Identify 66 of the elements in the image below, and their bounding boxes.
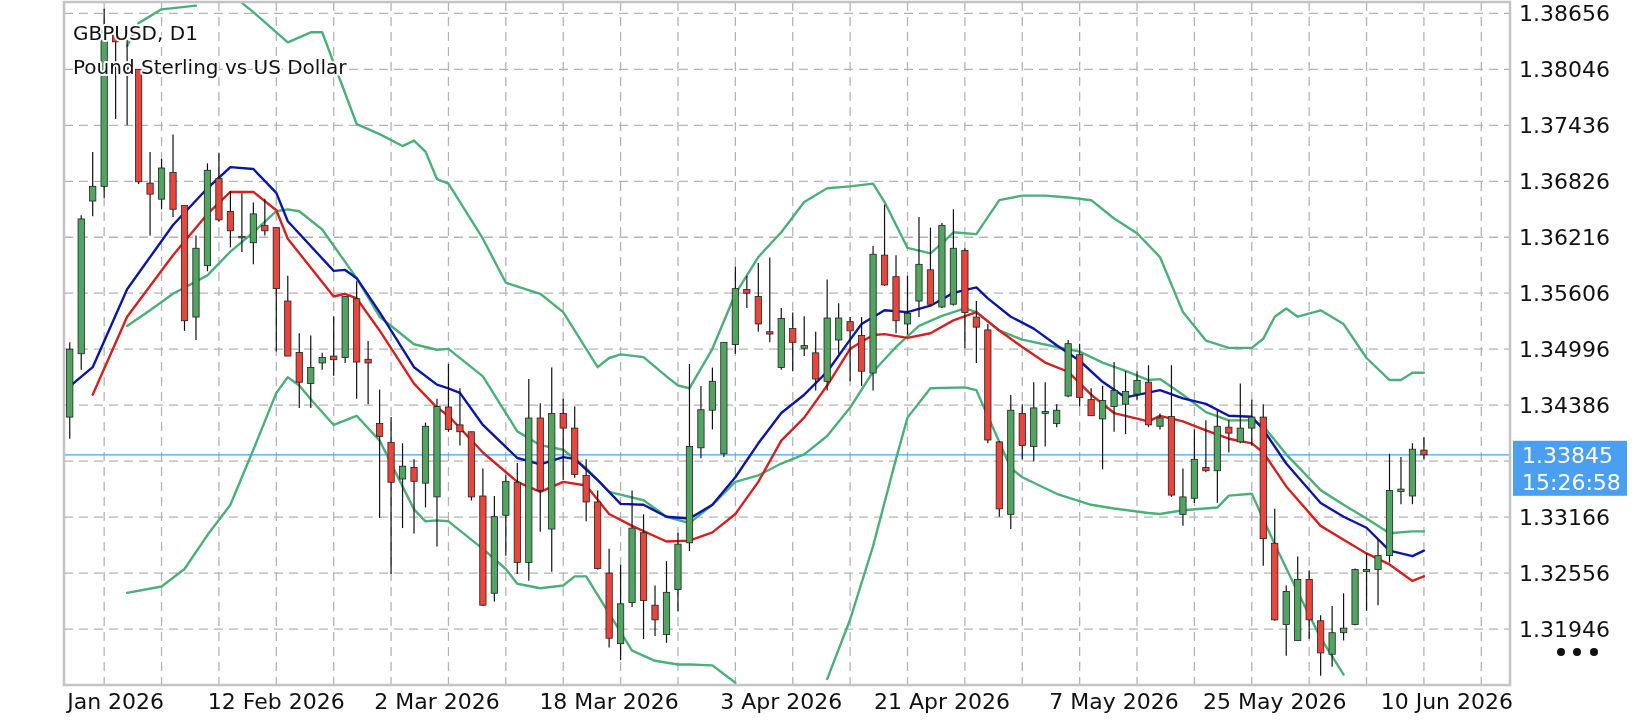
x-tick-label: 18 Mar 2026	[539, 689, 679, 714]
y-tick-label: 1.31946	[1519, 616, 1610, 642]
x-tick-label: 12 Feb 2026	[207, 689, 345, 714]
candlestick	[1179, 467, 1187, 527]
candlestick	[238, 192, 246, 253]
candlestick	[1087, 387, 1095, 417]
candlestick	[444, 363, 453, 433]
y-tick-label: 1.37436	[1519, 113, 1610, 139]
candlestick	[261, 198, 269, 237]
text: 15:26:58	[1522, 469, 1621, 495]
candlestick	[364, 340, 372, 405]
candlestick	[330, 315, 338, 377]
candlestick	[1374, 538, 1382, 606]
candlestick	[376, 388, 384, 519]
candlestick	[1202, 419, 1210, 473]
candlestick	[1362, 552, 1371, 612]
candlestick	[766, 256, 774, 343]
x-tick-label: 25 May 2026	[1203, 689, 1347, 714]
candlestick	[835, 302, 843, 355]
y-tick-label: 1.34996	[1519, 337, 1610, 363]
y-tick-label: 1.36826	[1519, 169, 1610, 195]
candlestick	[651, 584, 659, 637]
candlestick	[226, 190, 234, 248]
candlestick	[146, 151, 154, 237]
candlestick	[1121, 370, 1130, 435]
y-tick-label: 1.38656	[1519, 1, 1610, 27]
y-tick-label: 1.34386	[1519, 393, 1610, 419]
candlestick	[1248, 399, 1256, 447]
candlestick	[1225, 419, 1233, 454]
x-tick-label: 2 Mar 2026	[374, 689, 500, 714]
y-tick-label: 1.36216	[1519, 225, 1610, 251]
candlestick	[1236, 383, 1244, 444]
candlestick	[903, 275, 912, 336]
ref-line-label: 1.33845	[1522, 442, 1613, 468]
y-tick-label: 1.35606	[1519, 281, 1610, 307]
x-tick-label: 7 May 2026	[1049, 689, 1179, 714]
candlestick	[1420, 436, 1428, 460]
y-tick-label: 1.32556	[1519, 560, 1610, 586]
line-series	[125, 208, 1426, 535]
candlestick	[559, 398, 567, 481]
candlestick	[1110, 361, 1118, 433]
candlestick	[1099, 385, 1107, 470]
x-tick-label: Jan 2026	[65, 689, 165, 714]
candlestick	[307, 334, 315, 409]
candlestick	[456, 387, 464, 447]
candlestick	[1053, 403, 1061, 428]
candlestick	[743, 275, 751, 309]
line-series	[125, 376, 737, 684]
candlestick	[410, 458, 418, 535]
y-tick-label: 1.33166	[1519, 505, 1610, 531]
candlestick	[789, 311, 797, 372]
x-tick-label: 21 Apr 2026	[873, 689, 1010, 714]
candlestick	[89, 151, 97, 217]
x-tick-label: 10 Jun 2026	[1380, 689, 1514, 714]
line-series	[825, 386, 1345, 681]
candlestick	[972, 300, 980, 364]
candlestick	[1041, 381, 1049, 448]
candlestick	[1397, 456, 1405, 505]
candlestick	[398, 442, 407, 529]
candlestick	[800, 315, 808, 357]
candlestick	[1340, 592, 1348, 642]
candlestick	[1133, 370, 1141, 401]
candlestick	[1328, 605, 1336, 668]
y-tick-label: 1.38046	[1519, 57, 1610, 83]
x-tick-label: 3 Apr 2026	[720, 689, 843, 714]
candlestick	[846, 316, 854, 382]
